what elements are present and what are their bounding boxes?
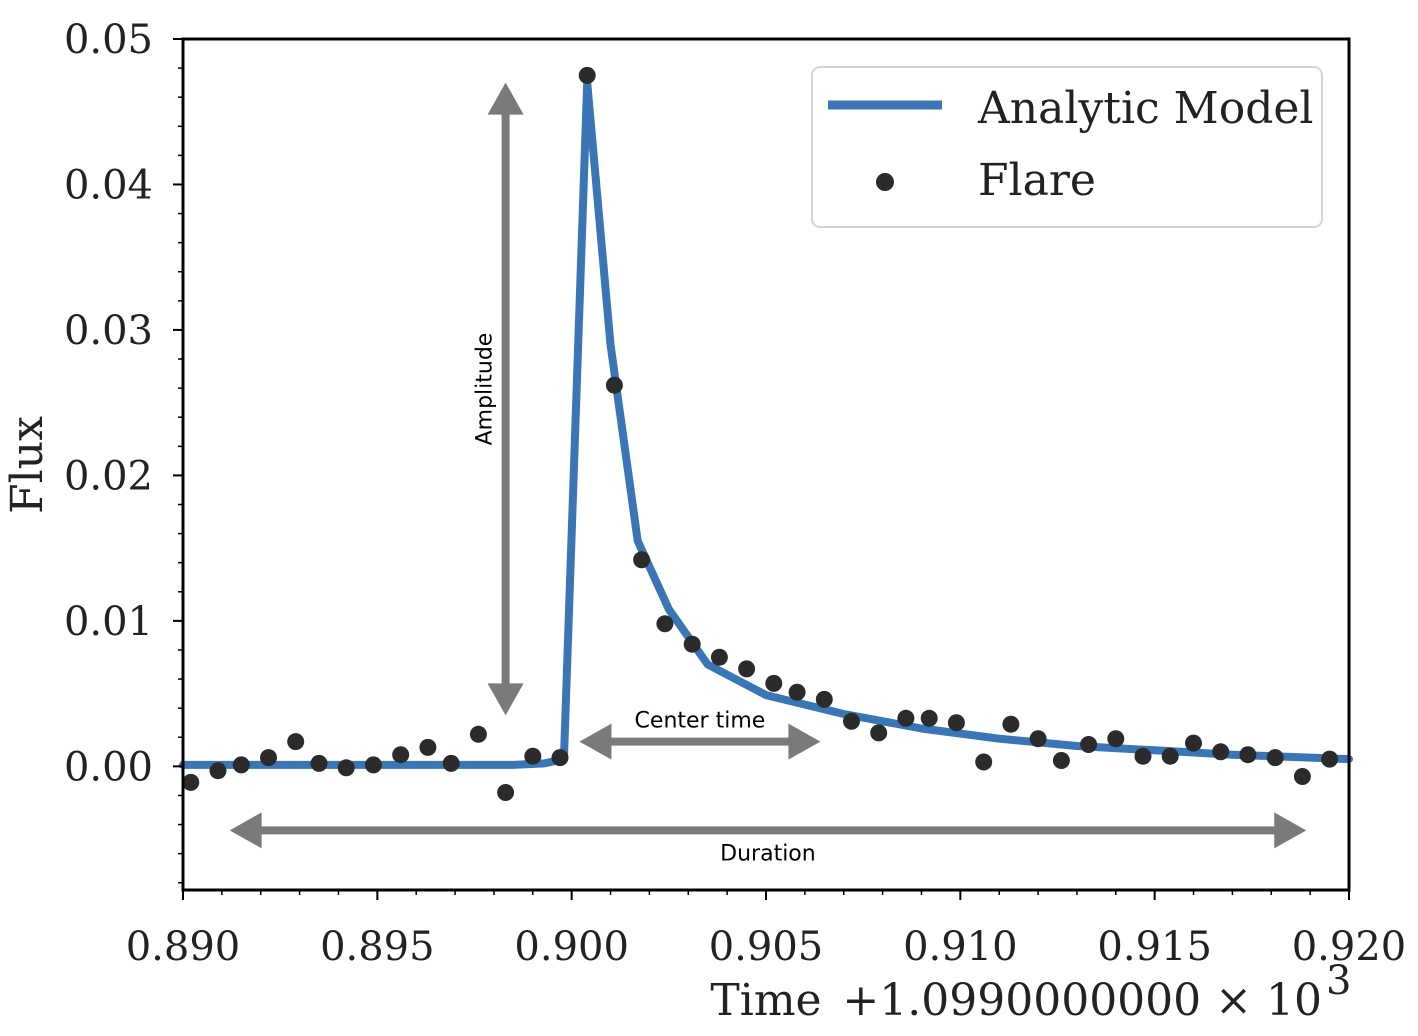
flare-point [710, 648, 728, 666]
x-tick-label: 0.910 [903, 924, 1018, 970]
y-axis-title: Flux [2, 416, 53, 514]
y-tick-label: 0.04 [64, 162, 153, 208]
x-tick-label: 0.920 [1292, 924, 1407, 970]
flare-point [788, 683, 806, 701]
legend: Analytic Model Flare [811, 66, 1323, 228]
x-axis-offset-exponent: 3 [1326, 958, 1351, 1004]
flare-point [392, 746, 410, 764]
flare-point [364, 756, 382, 774]
flare-point [442, 754, 460, 772]
y-axis: 0.00 0.01 0.02 0.03 0.04 0.05 [64, 17, 183, 884]
x-tick-label: 0.890 [126, 924, 241, 970]
x-tick-label: 0.895 [320, 924, 435, 970]
flare-point [1080, 736, 1098, 753]
flare-point [1185, 734, 1202, 752]
y-tick-label: 0.02 [64, 453, 153, 499]
flare-point [1029, 730, 1047, 748]
flare-point [182, 773, 200, 791]
flare-point [683, 635, 701, 653]
flare-point [551, 749, 569, 767]
flare-point [1266, 749, 1284, 767]
x-axis-title: Time [710, 975, 821, 1026]
flare-point [419, 738, 437, 756]
series-layer [179, 66, 1353, 801]
flare-point [920, 709, 938, 727]
x-tick-label: 0.915 [1097, 924, 1212, 970]
flare-point [310, 754, 328, 772]
x-tick-label: 0.905 [709, 924, 824, 970]
x-axis-offset-label: +1.0990000000 × 10 [842, 975, 1322, 1026]
flare-point [337, 759, 355, 777]
flare-point [815, 690, 833, 708]
flare-point [287, 733, 305, 751]
flare-point [1161, 747, 1179, 765]
center-time-arrow-head-left [579, 723, 612, 760]
flare-point [843, 712, 860, 730]
flare-point [656, 615, 674, 633]
y-tick-label: 0.01 [64, 599, 153, 645]
flare-point [1052, 752, 1070, 769]
legend-label-model: Analytic Model [977, 83, 1313, 134]
flare-point [524, 747, 542, 765]
flare-point [765, 674, 783, 692]
y-tick-label: 0.00 [64, 744, 153, 790]
annotations-layer: Amplitude Center time Duration [229, 82, 1307, 866]
flare-point [1002, 715, 1020, 733]
center-time-arrow-head-right [788, 723, 821, 760]
flare-point [870, 724, 888, 742]
flare-point [605, 376, 623, 394]
flare-point [469, 725, 487, 743]
flare-point [633, 551, 651, 569]
duration-arrow-head-left [229, 812, 262, 849]
x-axis: 0.890 0.895 0.900 0.905 0.910 0.915 0.920 [126, 890, 1407, 970]
flare-point [1321, 750, 1339, 768]
flare-point [232, 756, 250, 774]
flare-point [209, 762, 227, 780]
flare-point [578, 66, 596, 84]
flare-point [975, 753, 993, 771]
flare-point [1239, 746, 1257, 764]
flare-point [1107, 730, 1125, 748]
flare-point [1212, 743, 1230, 761]
flare-point [1293, 768, 1311, 785]
flare-point [260, 749, 277, 767]
duration-label: Duration [720, 841, 816, 866]
amplitude-label: Amplitude [473, 333, 498, 446]
flare-point [497, 784, 515, 801]
center-time-label: Center time [635, 709, 766, 734]
legend-dot-swatch [876, 173, 894, 191]
legend-label-flare: Flare [978, 155, 1096, 206]
amplitude-arrow-head-bottom [487, 683, 524, 716]
x-tick-label: 0.900 [514, 924, 629, 970]
flare-point [738, 660, 756, 678]
flare-point [1134, 747, 1152, 765]
y-tick-label: 0.05 [64, 17, 153, 63]
duration-arrow-head-right [1274, 812, 1307, 849]
flare-point [897, 709, 915, 727]
y-tick-label: 0.03 [64, 308, 153, 354]
flare-point [947, 714, 965, 732]
amplitude-arrow-head-top [487, 82, 524, 115]
